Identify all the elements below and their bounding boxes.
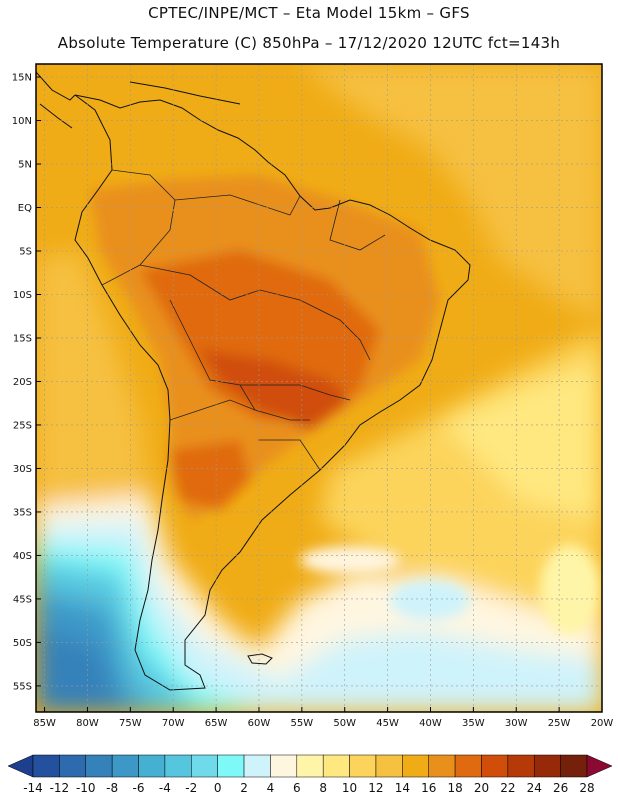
lat-label: 55S [13,681,32,692]
lat-label: 35S [13,507,32,518]
colorbar-label: 10 [342,781,357,795]
colorbar-swatch [191,754,218,778]
lon-label: 70W [162,718,185,729]
lon-label: 50W [333,718,356,729]
colorbar-swatch [138,754,166,778]
lon-label: 80W [76,718,99,729]
colorbar-label: 22 [500,781,515,795]
lat-label: 40S [13,551,32,562]
lon-label: 60W [248,718,271,729]
colorbar-label: -6 [133,781,145,795]
temperature-field [36,64,602,712]
colorbar-swatch [111,754,139,778]
colorbar-swatch [454,754,482,778]
lon-label: 65W [205,718,228,729]
lat-label: 5S [19,247,32,258]
colorbar-label: 24 [527,781,542,795]
south-america-coastline [74,94,471,691]
lon-label: 55W [291,718,314,729]
colorbar-labels: -14 -12 -10 -8 -6 -4 -2 0 2 4 6 8 10 12 14 16 18 20 22 24 26… [23,781,594,795]
colorbar-label: -14 [23,781,43,795]
colorbar-label: 8 [319,781,327,795]
colorbar-label: 20 [474,781,489,795]
colorbar-label: -4 [159,781,171,795]
colorbar-swatch [533,754,561,778]
lat-label: 30S [13,464,32,475]
colorbar-label: 16 [421,781,436,795]
colorbar-swatch [322,754,350,778]
colorbar-label: 2 [240,781,248,795]
lat-label: 20S [13,377,32,388]
colorbar-label: 26 [553,781,568,795]
colorbar-label: -12 [50,781,70,795]
country-borders [101,169,386,471]
colorbar-swatch [243,754,271,778]
colorbar-label: 6 [293,781,301,795]
lat-label: EQ [18,203,32,214]
colorbar-label: -10 [76,781,96,795]
colorbar-swatch [32,754,60,778]
colorbar-swatch [481,754,509,778]
map-title: CPTEC/INPE/MCT – Eta Model 15km – GFS [148,4,470,22]
lon-label: 45W [376,718,399,729]
lat-label: 45S [13,594,32,605]
colorbar-swatch [349,754,377,778]
lat-label: 10N [12,116,32,127]
central-america-coastline [36,71,241,129]
colorbar-max-arrow [586,754,613,778]
lat-label: 10S [13,290,32,301]
lat-label: 15S [13,333,32,344]
latitude-labels: 15N 10N 5N EQ 5S 10S 15S 20S 25S 30S 35S 40S 45S 50S 5… [12,73,32,693]
lon-label: 75W [119,718,142,729]
lat-label: 15N [12,73,32,84]
colorbar-label: 28 [579,781,594,795]
lat-label: 25S [13,420,32,431]
colorbar-label: 14 [395,781,410,795]
colorbar-swatch [296,754,324,778]
lat-lon-grid [36,64,603,712]
colorbar-swatch [217,754,245,778]
colorbar-label: 12 [368,781,383,795]
lon-label: 20W [591,718,614,729]
falkland-islands [247,653,273,665]
colorbar-label: 0 [214,781,222,795]
lat-label: 5N [18,160,32,171]
lat-label: 50S [13,638,32,649]
map-subtitle: Absolute Temperature (C) 850hPa – 17/12/… [57,34,561,52]
lon-label: 40W [419,718,442,729]
lon-label: 35W [462,718,485,729]
colorbar-swatch [507,754,535,778]
colorbar [7,754,613,778]
colorbar-swatch [428,754,456,778]
colorbar-label: 18 [447,781,462,795]
colorbar-swatch [164,754,192,778]
colorbar-swatch [375,754,403,778]
colorbar-swatch [270,754,298,778]
colorbar-min-arrow [7,754,34,778]
lon-label: 85W [33,718,56,729]
lon-label: 25W [548,718,571,729]
colorbar-swatch [402,754,429,778]
lon-label: 30W [505,718,528,729]
colorbar-label: 4 [267,781,275,795]
colorbar-swatch [85,754,113,778]
colorbar-swatch [560,754,588,778]
map-frame [35,63,603,713]
colorbar-label: -8 [106,781,118,795]
longitude-labels: 85W 80W 75W 70W 65W 60W 55W 50W 45W 40W 35W 30W 25W 2… [33,718,613,729]
colorbar-label: -2 [185,781,197,795]
colorbar-swatch [59,754,87,778]
